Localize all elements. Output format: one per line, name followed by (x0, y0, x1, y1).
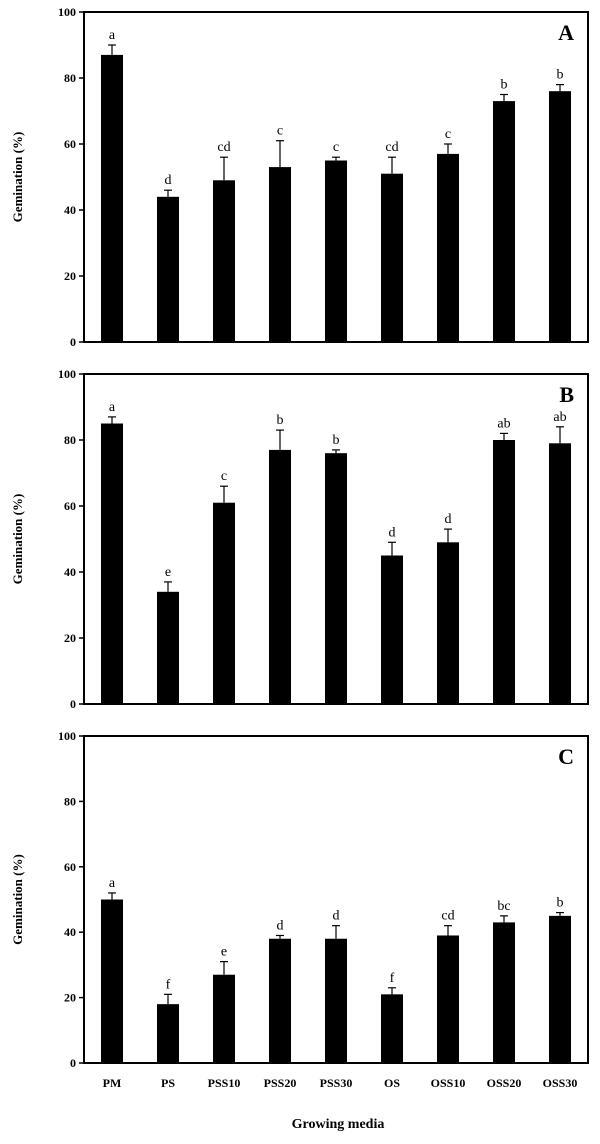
bar-oss10 (437, 935, 459, 1063)
bar-pss20 (269, 938, 291, 1063)
y-tick-label: 20 (64, 991, 76, 1005)
y-tick-label: 60 (64, 860, 76, 874)
x-tick-label: PSS30 (320, 1076, 353, 1090)
panel-letter: A (558, 20, 574, 45)
bar-pss20 (269, 449, 291, 704)
bar-pm (101, 423, 123, 704)
y-tick-label: 40 (64, 925, 76, 939)
y-tick-label: 40 (64, 565, 76, 579)
chart-panel-c: 0 20 40 60 80 100 Gemination (%) Ca PM f PS e PSS10 d… (10, 729, 589, 1090)
y-tick-label: 20 (64, 269, 76, 283)
x-tick-label: PM (103, 1076, 122, 1090)
x-tick-label: OS (384, 1076, 400, 1090)
bar-pm (101, 899, 123, 1063)
significance-letter: cd (385, 140, 398, 155)
bar-ps (157, 591, 179, 704)
y-tick-label: 100 (58, 729, 76, 743)
significance-letter: d (389, 525, 396, 540)
panel-letter: C (558, 744, 574, 769)
bar-pss30 (325, 938, 347, 1063)
y-tick-label: 40 (64, 203, 76, 217)
significance-letter: bc (497, 899, 510, 914)
bar-pss10 (213, 180, 235, 342)
bar-pss10 (213, 502, 235, 704)
significance-letter: d (277, 918, 284, 933)
x-tick-label: PSS20 (264, 1076, 297, 1090)
y-tick-label: 20 (64, 631, 76, 645)
significance-letter: d (333, 909, 340, 924)
bar-oss20 (493, 922, 515, 1063)
bar-pss30 (325, 160, 347, 342)
bar-os (381, 555, 403, 704)
y-axis-title: Gemination (%) (10, 494, 25, 585)
y-tick-label: 60 (64, 137, 76, 151)
y-tick-label: 80 (64, 71, 76, 85)
x-tick-label: OSS10 (431, 1076, 466, 1090)
significance-letter: c (221, 469, 227, 484)
x-tick-label: PSS10 (208, 1076, 241, 1090)
significance-letter: f (390, 971, 395, 986)
bar-oss10 (437, 542, 459, 704)
y-tick-label: 100 (58, 5, 76, 19)
significance-letter: e (221, 945, 227, 960)
bar-oss30 (549, 443, 571, 704)
significance-letter: a (109, 400, 116, 415)
significance-letter: d (165, 173, 172, 188)
bar-pss30 (325, 453, 347, 704)
bar-oss20 (493, 440, 515, 704)
significance-letter: b (333, 433, 340, 448)
x-tick-label: PS (161, 1076, 175, 1090)
significance-letter: d (445, 512, 452, 527)
bar-ps (157, 196, 179, 342)
x-axis-title: Growing media (292, 1117, 385, 1132)
significance-letter: cd (441, 909, 454, 924)
significance-letter: b (557, 896, 564, 911)
bar-oss30 (549, 915, 571, 1063)
bar-pss10 (213, 974, 235, 1063)
bar-pm (101, 54, 123, 343)
significance-letter: b (557, 68, 564, 83)
significance-letter: ab (553, 410, 566, 425)
significance-letter: c (445, 127, 451, 142)
y-axis-title: Gemination (%) (10, 132, 25, 223)
chart-panel-b: 0 20 40 60 80 100 Gemination (%) Ba e c b b d d ab ab (10, 367, 589, 711)
bar-pss20 (269, 167, 291, 342)
y-tick-label: 0 (70, 697, 76, 711)
significance-letter: cd (217, 140, 230, 155)
bar-os (381, 173, 403, 342)
significance-letter: b (277, 413, 284, 428)
significance-letter: e (165, 565, 171, 580)
significance-letter: b (501, 78, 508, 93)
x-tick-label: OSS20 (487, 1076, 522, 1090)
bar-oss30 (549, 91, 571, 342)
significance-letter: c (333, 140, 339, 155)
y-tick-label: 80 (64, 794, 76, 808)
bar-os (381, 994, 403, 1063)
y-tick-label: 80 (64, 433, 76, 447)
bar-oss10 (437, 153, 459, 342)
significance-letter: ab (497, 416, 510, 431)
significance-letter: f (166, 977, 171, 992)
bar-ps (157, 1004, 179, 1063)
x-tick-label: OSS30 (543, 1076, 578, 1090)
y-tick-label: 100 (58, 367, 76, 381)
y-tick-label: 0 (70, 1056, 76, 1070)
significance-letter: a (109, 28, 116, 43)
y-tick-label: 60 (64, 499, 76, 513)
panel-letter: B (559, 382, 574, 407)
significance-letter: c (277, 124, 283, 139)
y-axis-title: Gemination (%) (10, 854, 25, 945)
y-tick-label: 0 (70, 335, 76, 349)
chart-panel-a: 0 20 40 60 80 100 Gemination (%) Aa d cd c c cd c b b (10, 5, 589, 349)
significance-letter: a (109, 876, 116, 891)
bar-oss20 (493, 101, 515, 342)
